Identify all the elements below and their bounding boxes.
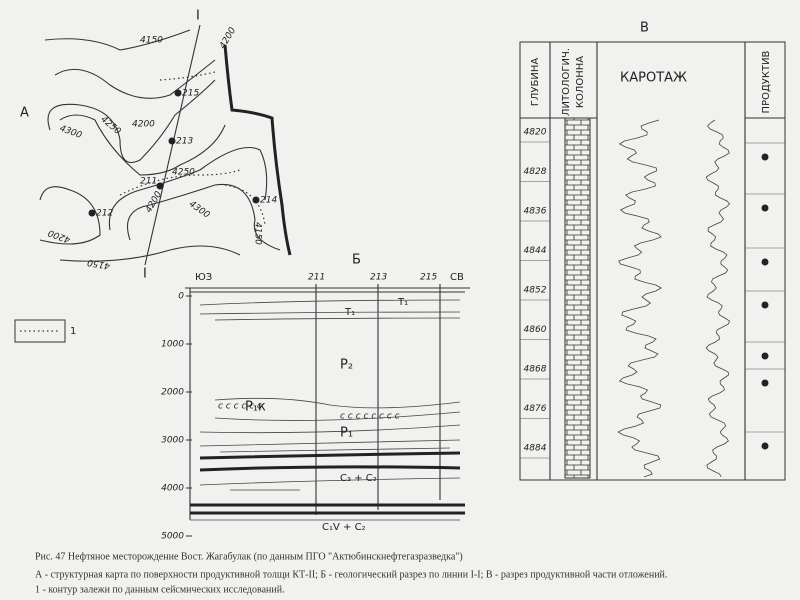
rock-pattern: c c c c c c xyxy=(218,402,262,412)
direction-label: ЮЗ xyxy=(195,272,212,283)
depth-label: 3000 xyxy=(161,436,184,446)
depth-label: 4884 xyxy=(524,444,547,454)
depth-label: 4828 xyxy=(524,167,547,177)
productive-mark xyxy=(761,153,769,161)
section-frame xyxy=(185,287,470,520)
layer-boundary xyxy=(199,451,461,472)
well xyxy=(168,137,176,145)
productive-mark xyxy=(761,204,769,212)
line-label: I xyxy=(143,267,147,282)
seismic-contour xyxy=(119,71,266,226)
contour-label: 4150 xyxy=(253,222,263,245)
column-divider xyxy=(520,42,785,480)
column-header: ГЛУБИНА xyxy=(530,58,541,107)
well xyxy=(174,89,182,97)
log-curve xyxy=(617,119,663,478)
well xyxy=(88,209,96,217)
fault xyxy=(223,44,292,256)
contour xyxy=(59,245,241,262)
column-label: В xyxy=(640,21,649,36)
caption: А - структурная карта по поверхности про… xyxy=(35,569,667,580)
contour xyxy=(47,79,216,164)
wells xyxy=(88,89,260,217)
depth-label: 4876 xyxy=(524,404,547,414)
well-label: 215 xyxy=(182,89,199,99)
caption: 1 - контур залежи по данным сейсмических… xyxy=(35,584,285,595)
productive-mark xyxy=(761,301,769,309)
depth-label: 5000 xyxy=(161,532,184,542)
rock-pattern: c c c c c c c c xyxy=(340,412,400,422)
layer-label: C₃ + C₂ xyxy=(340,473,377,484)
depth-label: 4836 xyxy=(524,207,547,217)
contour-label: 4200 xyxy=(132,120,155,130)
layer-label: P₁ xyxy=(340,426,353,441)
depth-label: 1000 xyxy=(161,340,184,350)
productive-mark xyxy=(761,379,769,387)
layer-label: P₁к xyxy=(245,400,266,415)
legend-box xyxy=(14,319,66,343)
contour xyxy=(108,146,268,231)
contour xyxy=(44,29,191,51)
contour xyxy=(54,59,216,99)
well-label: 213 xyxy=(370,273,387,283)
well-label: 212 xyxy=(96,209,113,219)
well xyxy=(252,196,260,204)
productive-mark xyxy=(761,352,769,360)
contour-label: 4300 xyxy=(58,124,83,141)
column-header: ЛИТОЛОГИЧ. xyxy=(561,48,572,116)
well-line xyxy=(315,284,441,515)
depth-label: 4820 xyxy=(524,128,547,138)
well-label: 213 xyxy=(176,137,193,147)
layer-label: C₁V + C₂ xyxy=(322,522,366,533)
column-header: КОЛОННА xyxy=(575,56,586,108)
map-label: А xyxy=(20,106,29,121)
contour-label: 4200 xyxy=(47,227,72,244)
contour xyxy=(39,186,101,245)
section-line xyxy=(144,24,201,266)
well-label: 215 xyxy=(420,273,437,283)
structure-map: А I I 4150 4200 4300 4250 4200 4250 4200… xyxy=(14,9,292,343)
log-column: В ГЛУБИНА ЛИТОЛОГИЧ. КОЛОННА КАРОТАЖ ПРО… xyxy=(519,21,786,481)
depth-label: 0 xyxy=(178,292,184,302)
well xyxy=(156,182,164,190)
contour xyxy=(126,183,281,251)
direction-label: СВ xyxy=(450,272,464,283)
layer-label: T₁ xyxy=(397,297,408,308)
depth-label: 4868 xyxy=(524,365,547,375)
well-label: 211 xyxy=(140,177,157,187)
depth-label: 4860 xyxy=(524,325,547,335)
contour-label: 4200 xyxy=(218,26,238,51)
column-frame xyxy=(519,41,786,481)
layer-label: T₁ xyxy=(344,307,355,318)
contour-label: 4250 xyxy=(172,168,195,178)
section-label: Б xyxy=(352,253,361,268)
contour-label: 4150 xyxy=(86,257,111,271)
well-label: 214 xyxy=(260,196,277,206)
layer-label: P₂ xyxy=(340,358,353,373)
layer-boundary xyxy=(199,299,461,491)
contour xyxy=(59,114,226,176)
geologic-section: Б ЮЗ СВ 211 213 215 c c c c c c c c c c … xyxy=(161,253,470,542)
log-curve xyxy=(705,119,731,478)
contour-label: 4300 xyxy=(187,199,212,220)
caption: Рис. 47 Нефтяное месторождение Вост. Жаг… xyxy=(35,551,463,562)
lithology xyxy=(564,117,591,479)
depth-label: 2000 xyxy=(161,388,184,398)
legend-label: 1 xyxy=(70,326,76,337)
well-label: 211 xyxy=(308,273,325,283)
productive-mark xyxy=(761,442,769,450)
column-header: КАРОТАЖ xyxy=(620,71,687,86)
contour-label: 4150 xyxy=(140,36,163,46)
productive-mark xyxy=(761,258,769,266)
line-label: I xyxy=(196,9,200,24)
depth-label: 4852 xyxy=(524,286,547,296)
column-header: ПРОДУКТИВ xyxy=(761,50,772,113)
layer-boundary xyxy=(190,503,465,515)
depth-label: 4844 xyxy=(524,246,547,256)
depth-label: 4000 xyxy=(161,484,184,494)
